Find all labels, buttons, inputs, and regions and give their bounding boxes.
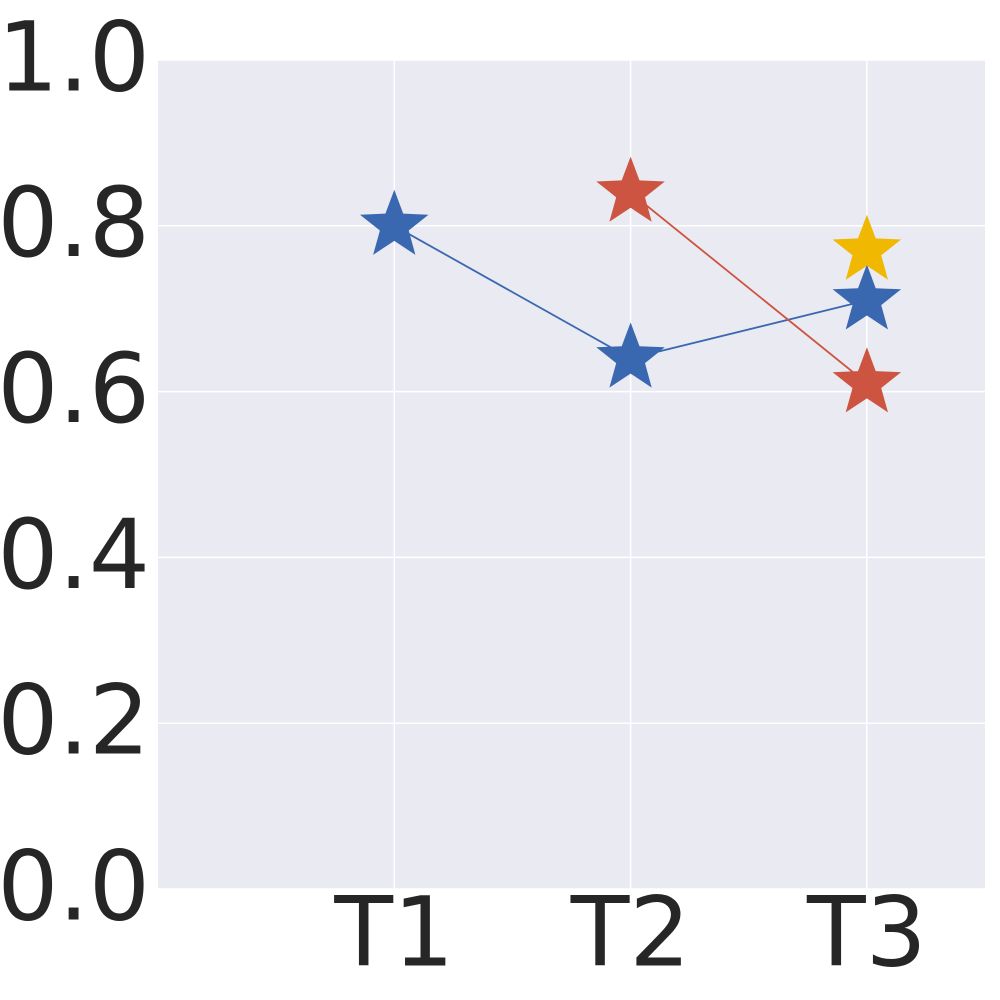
star-marker	[596, 156, 665, 222]
series-line	[630, 191, 868, 385]
star-marker	[832, 214, 902, 280]
y-tick-label: 0.6	[0, 333, 150, 445]
x-tick-label: T2	[570, 876, 691, 988]
star-marker	[832, 264, 902, 330]
y-tick-label: 0.8	[0, 167, 150, 279]
star-marker	[360, 189, 429, 255]
star-marker	[596, 322, 665, 388]
star-marker	[832, 347, 902, 413]
y-tick-label: 1.0	[0, 1, 150, 113]
x-tick-label: T1	[333, 876, 454, 988]
y-tick-label: 0.4	[0, 499, 150, 611]
plot-area	[158, 60, 985, 889]
y-tick-label: 0.2	[0, 665, 150, 777]
y-tick-label: 0.0	[0, 830, 150, 942]
x-tick-label: T3	[806, 876, 927, 988]
